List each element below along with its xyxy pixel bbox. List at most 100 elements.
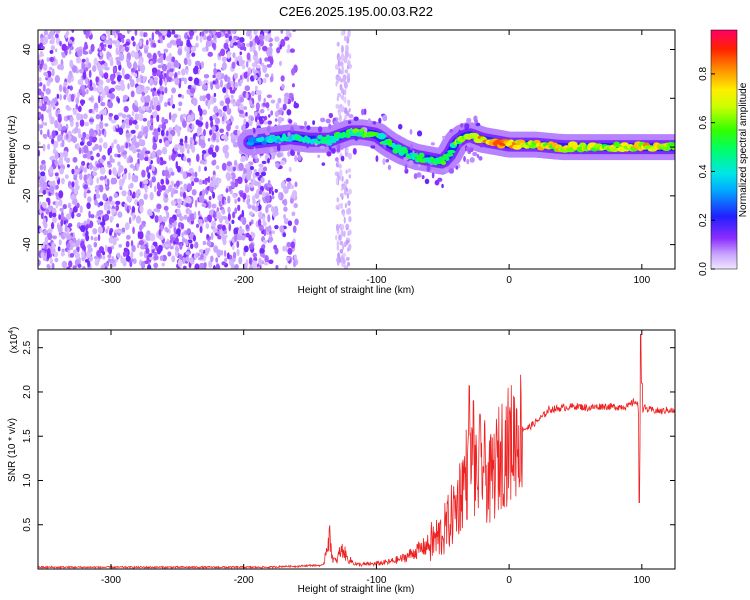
noise-speckle xyxy=(474,119,479,124)
noise-speckle xyxy=(156,208,160,213)
noise-speckle xyxy=(375,155,379,162)
noise-speckle xyxy=(244,186,250,193)
noise-speckle xyxy=(113,114,119,121)
noise-speckle xyxy=(128,216,132,225)
noise-speckle xyxy=(156,181,161,191)
noise-speckle xyxy=(193,77,200,86)
noise-speckle xyxy=(199,222,204,228)
noise-speckle xyxy=(80,224,86,233)
noise-speckle xyxy=(153,262,159,269)
noise-speckle xyxy=(106,210,111,215)
noise-speckle xyxy=(58,190,64,199)
noise-speckle xyxy=(118,127,124,135)
noise-speckle xyxy=(424,178,430,185)
noise-speckle xyxy=(74,251,80,260)
noise-speckle xyxy=(193,211,197,220)
noise-speckle xyxy=(121,79,125,86)
snr-y-tick-label: 1.0 xyxy=(22,473,33,487)
noise-speckle xyxy=(130,129,136,134)
noise-speckle xyxy=(259,116,263,120)
noise-speckle xyxy=(49,50,54,54)
noise-speckle xyxy=(242,123,246,130)
noise-speckle xyxy=(216,31,222,39)
noise-speckle xyxy=(164,243,170,248)
noise-speckle xyxy=(168,133,173,142)
signal-trace-cell xyxy=(620,142,629,147)
noise-speckle xyxy=(176,208,181,215)
noise-speckle xyxy=(263,97,266,103)
noise-speckle xyxy=(230,116,234,123)
noise-speckle xyxy=(283,217,289,225)
noise-speckle xyxy=(181,237,186,244)
noise-speckle xyxy=(192,97,198,106)
noise-speckle xyxy=(182,113,187,118)
noise-speckle xyxy=(247,72,250,77)
noise-speckle xyxy=(48,111,51,116)
noise-speckle xyxy=(275,162,280,168)
noise-speckle xyxy=(82,153,88,159)
noise-speckle xyxy=(83,190,87,199)
noise-speckle xyxy=(250,103,255,109)
noise-speckle xyxy=(279,60,282,67)
noise-speckle xyxy=(114,34,117,39)
noise-speckle xyxy=(149,77,154,87)
noise-speckle xyxy=(49,257,53,265)
noise-speckle xyxy=(81,146,84,155)
colorbar: 0.0 0.2 0.4 0.6 0.8 Normalized spectral ampl… xyxy=(698,29,749,276)
noise-speckle xyxy=(57,109,61,114)
noise-speckle xyxy=(221,115,225,122)
noise-speckle xyxy=(291,83,295,88)
noise-speckle xyxy=(105,39,109,45)
noise-speckle xyxy=(228,185,232,192)
noise-speckle xyxy=(175,161,179,170)
noise-speckle xyxy=(218,177,222,184)
noise-speckle xyxy=(152,42,157,48)
noise-speckle xyxy=(149,192,154,201)
noise-speckle xyxy=(339,240,344,246)
noise-speckle xyxy=(186,196,192,204)
noise-speckle xyxy=(336,197,340,203)
noise-speckle xyxy=(348,114,354,119)
noise-speckle xyxy=(195,60,201,67)
noise-speckle xyxy=(267,157,270,164)
noise-speckle xyxy=(247,30,252,35)
noise-speckle xyxy=(340,186,343,192)
noise-speckle xyxy=(121,121,126,130)
noise-speckle xyxy=(320,117,326,123)
noise-speckle xyxy=(250,116,255,121)
noise-speckle xyxy=(219,111,223,118)
noise-speckle xyxy=(146,52,152,58)
noise-speckle xyxy=(211,220,217,227)
noise-speckle xyxy=(326,151,332,157)
noise-speckle xyxy=(129,182,134,189)
noise-speckle xyxy=(48,185,55,194)
noise-speckle xyxy=(270,206,275,213)
noise-speckle xyxy=(206,240,212,247)
noise-speckle xyxy=(179,215,184,222)
noise-speckle xyxy=(45,88,51,95)
noise-speckle xyxy=(344,89,347,96)
noise-speckle xyxy=(51,138,55,145)
noise-speckle xyxy=(79,141,85,146)
noise-speckle xyxy=(179,145,185,154)
noise-speckle xyxy=(245,154,249,162)
noise-speckle xyxy=(149,180,153,189)
noise-speckle xyxy=(136,162,140,171)
noise-speckle xyxy=(263,30,269,33)
colorbar-tick-label: 0.6 xyxy=(698,115,709,129)
noise-speckle xyxy=(338,67,341,75)
noise-speckle xyxy=(97,63,102,72)
noise-speckle xyxy=(212,264,216,269)
noise-speckle xyxy=(194,42,199,48)
noise-speckle xyxy=(96,152,101,158)
noise-speckle xyxy=(378,117,382,124)
noise-speckle xyxy=(116,143,120,150)
noise-speckle xyxy=(54,48,58,53)
noise-speckle xyxy=(344,202,347,209)
noise-speckle xyxy=(273,244,278,250)
noise-speckle xyxy=(96,163,101,168)
noise-speckle xyxy=(317,126,323,133)
noise-speckle xyxy=(174,77,180,86)
noise-speckle xyxy=(347,207,352,215)
noise-speckle xyxy=(260,253,266,258)
